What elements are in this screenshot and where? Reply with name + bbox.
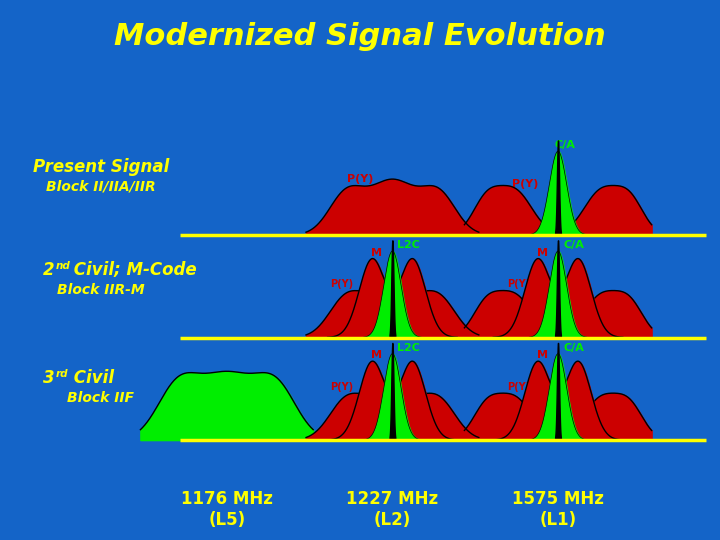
Text: 1227 MHz
(L2): 1227 MHz (L2): [346, 490, 438, 529]
Text: L2C: L2C: [397, 342, 420, 353]
Text: Modernized Signal Evolution: Modernized Signal Evolution: [114, 22, 606, 51]
Text: P(Y): P(Y): [507, 381, 530, 391]
Text: M: M: [371, 247, 382, 258]
Text: P(Y): P(Y): [330, 279, 354, 289]
Text: P(Y): P(Y): [513, 179, 539, 189]
Text: C/A: C/A: [564, 240, 584, 250]
Text: P(Y): P(Y): [347, 173, 373, 184]
Text: P(Y): P(Y): [330, 381, 354, 391]
Text: Present Signal: Present Signal: [32, 158, 169, 177]
Text: 1176 MHz
(L5): 1176 MHz (L5): [181, 490, 273, 529]
Text: rd: rd: [55, 369, 68, 379]
Text: M: M: [536, 350, 548, 360]
Text: M: M: [536, 247, 548, 258]
Text: M: M: [371, 350, 382, 360]
Text: Block IIF: Block IIF: [67, 391, 135, 405]
Text: 3: 3: [43, 369, 55, 387]
Text: L2C: L2C: [397, 240, 420, 250]
Text: nd: nd: [55, 261, 70, 271]
Text: C/A: C/A: [555, 139, 575, 150]
Text: 1575 MHz
(L1): 1575 MHz (L1): [512, 490, 604, 529]
Text: Civil: Civil: [68, 369, 114, 387]
Text: C/A: C/A: [564, 342, 584, 353]
Text: Block IIR-M: Block IIR-M: [57, 283, 145, 297]
Text: 2: 2: [43, 261, 55, 279]
Text: Civil; M-Code: Civil; M-Code: [68, 261, 197, 279]
Text: P(Y): P(Y): [507, 279, 530, 289]
Text: Block II/IIA/IIR: Block II/IIA/IIR: [46, 179, 156, 193]
